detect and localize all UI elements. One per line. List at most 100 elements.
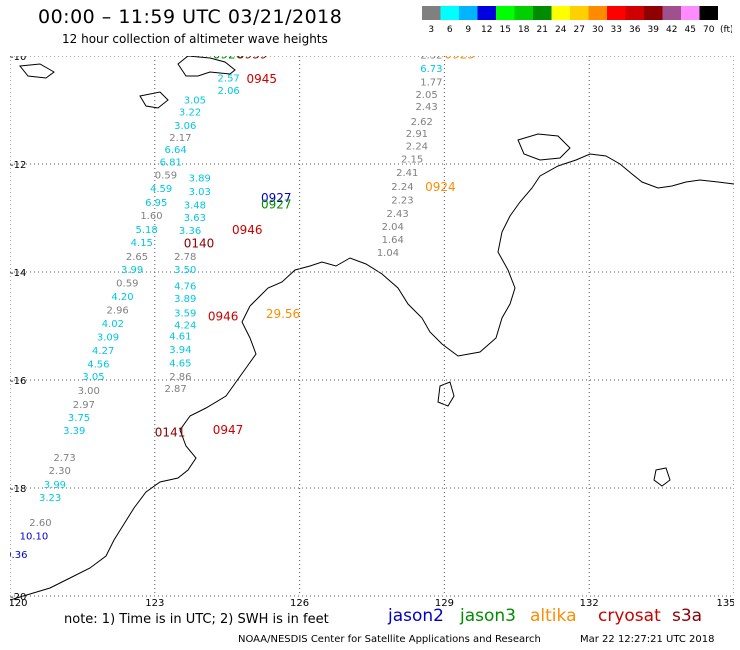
swh-value: 0.59 <box>155 171 177 182</box>
swh-value: 3.09 <box>97 333 119 344</box>
swh-value: 2.24 <box>391 182 413 193</box>
satellite-altika: altika <box>530 606 577 626</box>
legend-label: 9 <box>465 25 471 34</box>
legend-swatch <box>477 6 496 20</box>
island-small-2 <box>437 381 455 407</box>
swh-value: 4.56 <box>87 360 109 371</box>
swh-value: 2.23 <box>391 195 413 206</box>
swh-value: 4.27 <box>92 346 114 357</box>
swh-value: 2.62 <box>411 117 433 128</box>
island-small-1 <box>19 63 55 79</box>
swh-value: 2.73 <box>53 453 75 464</box>
swh-value: 5.18 <box>135 225 157 236</box>
swh-value: 3.94 <box>169 345 191 356</box>
legend-label: 3 <box>428 25 434 34</box>
map-title: 00:00 – 11:59 UTC 03/21/2018 <box>38 6 343 28</box>
legend-swatch <box>459 6 478 20</box>
legend-label: 39 <box>648 25 660 34</box>
swh-value: 3.06 <box>174 121 196 132</box>
pass-time-label: 0924 <box>425 180 456 194</box>
swh-value: 3.63 <box>184 213 206 224</box>
lon-tick-label: 135 <box>716 598 734 608</box>
swh-value: 4.02 <box>102 319 124 330</box>
swh-value: 6.81 <box>160 158 182 169</box>
lon-tick-label: 123 <box>145 598 164 608</box>
swh-value: 3.00 <box>78 386 100 397</box>
swh-value: 3.03 <box>189 187 211 198</box>
swh-value: 3.59 <box>174 308 196 319</box>
swh-value: 4.65 <box>169 359 191 370</box>
legend-label: 12 <box>481 25 492 34</box>
lat-tick-label: -18 <box>10 484 26 495</box>
pass-time-label: 0927 <box>261 197 292 211</box>
pass-time-label: 0140 <box>184 237 215 251</box>
swh-value: 2.04 <box>382 222 404 233</box>
pass-time-label: 0946 <box>208 310 239 324</box>
swh-value: 1.77 <box>420 78 442 89</box>
lat-tick-label: -12 <box>10 160 26 171</box>
legend-swatch <box>588 6 607 20</box>
legend-swatch <box>551 6 570 20</box>
legend-label: 42 <box>666 25 677 34</box>
swh-value: 3.36 <box>179 226 201 237</box>
swh-value: 3.50 <box>174 265 196 276</box>
swh-value: 1.64 <box>382 235 404 246</box>
swh-value: 0.59 <box>116 279 138 290</box>
pass-time-label: 0939 <box>237 56 268 62</box>
swh-value: 10.10 <box>20 531 49 542</box>
credit-line: NOAA/NESDIS Center for Satellite Applica… <box>238 634 541 645</box>
legend-swatch <box>496 6 515 20</box>
swh-value: 2.06 <box>218 86 240 97</box>
lat-tick-label: -20 <box>10 592 26 603</box>
swh-value: 2.57 <box>218 73 240 84</box>
swh-value: 9.36 <box>10 550 27 561</box>
coast-kimberley-south <box>10 305 257 601</box>
swh-value: 2.96 <box>107 306 129 317</box>
swh-value: 3.99 <box>121 265 143 276</box>
graticule <box>10 56 734 597</box>
map-subtitle: 12 hour collection of altimeter wave hei… <box>62 32 328 46</box>
swh-value: 2.65 <box>126 252 148 263</box>
legend-swatch <box>681 6 700 20</box>
satellite-jason2: jason2 <box>388 606 444 626</box>
island-melville <box>517 133 571 161</box>
pass-time-label: 0945 <box>247 72 278 86</box>
generated-timestamp: Mar 22 12:27:21 UTC 2018 <box>580 634 715 645</box>
legend-swatch <box>662 6 681 20</box>
swh-value: 3.89 <box>189 173 211 184</box>
pass-time-label: 0923 <box>444 56 475 62</box>
legend-swatch <box>422 6 441 20</box>
swh-value: 2.60 <box>29 518 51 529</box>
pass-time-label: 0946 <box>232 223 263 237</box>
legend-label: 30 <box>592 25 604 34</box>
swh-value: 3.48 <box>184 200 206 211</box>
map-plot: 120 123 126 129 132 135 -10 -12 -14 -16 -18 -20 2.3… <box>10 56 734 608</box>
swh-value: 4.76 <box>174 281 196 292</box>
legend-swatch <box>514 6 533 20</box>
swh-value: 2.87 <box>164 384 186 395</box>
swh-value: 3.05 <box>184 96 206 107</box>
swh-value: 1.04 <box>377 248 399 259</box>
legend-swatch <box>625 6 644 20</box>
legend-label: 15 <box>500 25 511 34</box>
swh-value: 2.24 <box>406 141 428 152</box>
swh-value: 2.91 <box>406 129 428 140</box>
satellite-cryosat: cryosat <box>598 606 661 626</box>
satellite-s3a: s3a <box>672 606 703 626</box>
lon-tick-label: 120 <box>10 598 28 608</box>
axis-labels: 120 123 126 129 132 135 -10 -12 -14 -16 -18 -20 <box>10 56 734 608</box>
island-small-3 <box>653 467 671 487</box>
legend-label: 21 <box>537 25 548 34</box>
swh-value: 7.87 <box>179 56 201 59</box>
lat-tick-label: -16 <box>10 376 26 387</box>
legend-swatch <box>570 6 589 20</box>
swh-value: 4.20 <box>111 292 133 303</box>
legend-swatch <box>533 6 552 20</box>
pass-time-label: 0927 <box>261 191 292 205</box>
swh-value: 4.59 <box>150 184 172 195</box>
swh-value: 3.22 <box>179 107 201 118</box>
swh-value: 2.41 <box>396 168 418 179</box>
legend-label: 24 <box>555 25 567 34</box>
island-rote <box>139 91 169 109</box>
legend-swatch <box>699 6 718 20</box>
